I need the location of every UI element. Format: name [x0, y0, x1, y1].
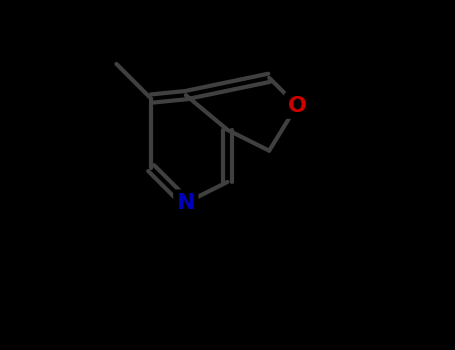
Text: O: O — [288, 96, 307, 116]
Text: N: N — [177, 193, 195, 213]
